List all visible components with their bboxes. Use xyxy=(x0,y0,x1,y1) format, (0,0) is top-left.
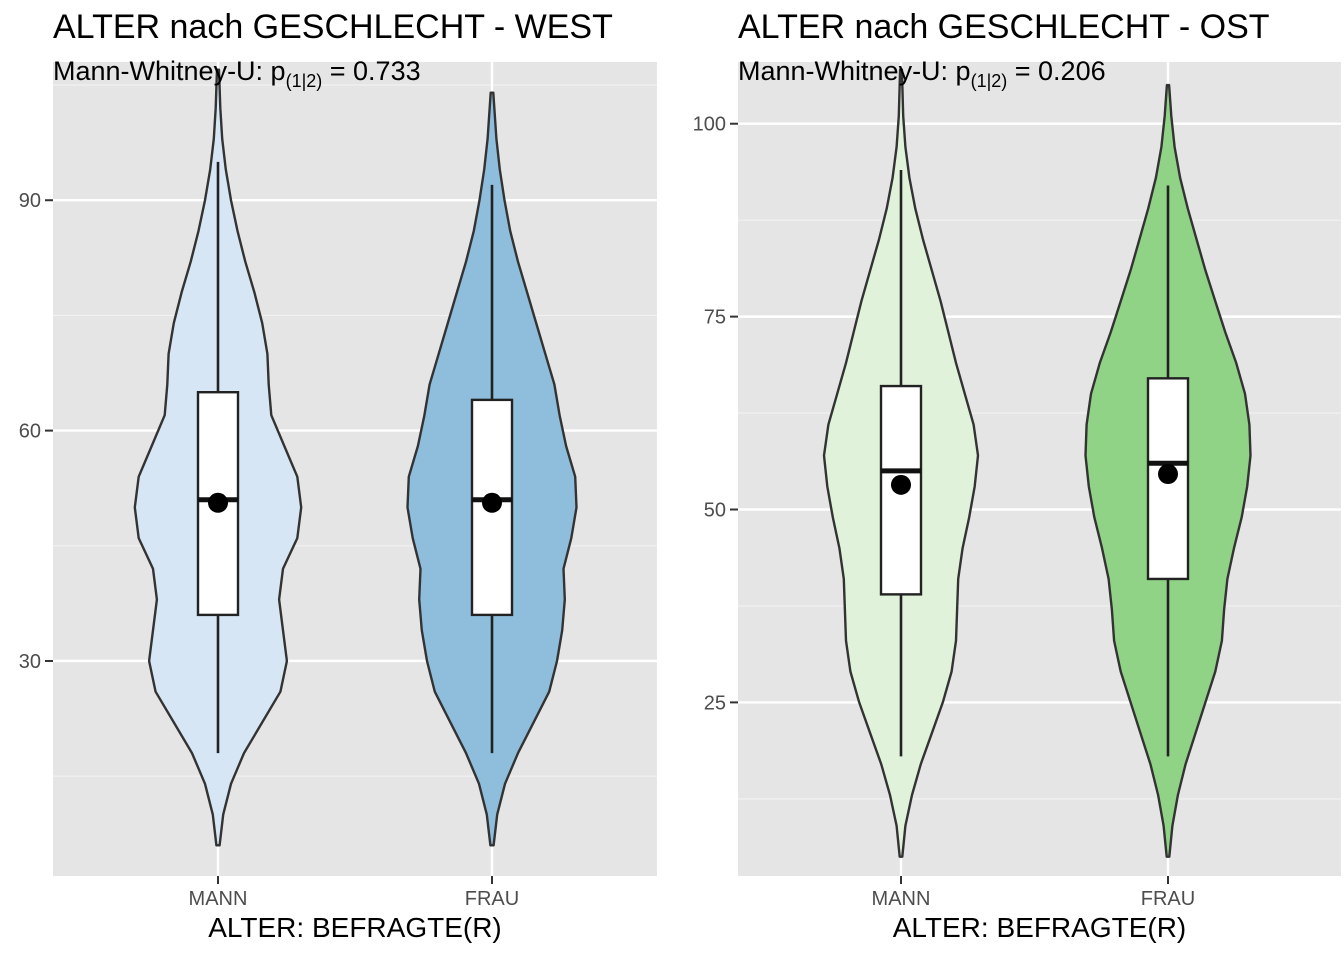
left-x-axis-title: ALTER: BEFRAGTE(R) xyxy=(208,912,502,943)
left-y-tick-label: 60 xyxy=(19,421,41,443)
right-subtitle-subscript: (1|2) xyxy=(970,71,1008,91)
right-x-axis-title: ALTER: BEFRAGTE(R) xyxy=(892,912,1187,943)
left-y-tick-label: 30 xyxy=(19,651,41,673)
right-x-tick-label: FRAU xyxy=(1141,888,1195,910)
left-chart-title: ALTER nach GESCHLECHT - WEST xyxy=(53,8,613,46)
left-mean-point-mann xyxy=(208,492,228,513)
left-subtitle-suffix: = 0.733 xyxy=(322,56,421,86)
right-subtitle-prefix: Mann-Whitney-U: p xyxy=(738,56,971,86)
right-y-tick-label: 50 xyxy=(704,500,726,522)
left-y-tick-label: 90 xyxy=(19,190,41,212)
left-mean-point-frau xyxy=(482,492,502,513)
right-subtitle-suffix: = 0.206 xyxy=(1007,56,1106,86)
right-mean-point-mann xyxy=(891,474,911,495)
right-y-tick-label: 25 xyxy=(704,692,726,714)
left-subtitle-prefix: Mann-Whitney-U: p xyxy=(53,56,286,86)
right-chart-title: ALTER nach GESCHLECHT - OST xyxy=(738,8,1270,46)
right-mean-point-frau xyxy=(1158,464,1178,485)
left-panel: 30 60 90 MANN FRAU xyxy=(19,62,657,910)
right-y-tick-label: 100 xyxy=(693,114,726,136)
right-chart-subtitle: Mann-Whitney-U: p(1|2) = 0.206 xyxy=(738,56,1106,92)
right-y-tick-label: 75 xyxy=(704,307,726,329)
right-x-tick-label: MANN xyxy=(872,888,931,910)
left-subtitle-subscript: (1|2) xyxy=(285,71,323,91)
left-x-tick-label: FRAU xyxy=(465,888,519,910)
right-panel: 25 50 75 100 MANN FRAU xyxy=(693,62,1341,910)
left-x-tick-label: MANN xyxy=(189,888,248,910)
left-chart-subtitle: Mann-Whitney-U: p(1|2) = 0.733 xyxy=(53,56,421,92)
